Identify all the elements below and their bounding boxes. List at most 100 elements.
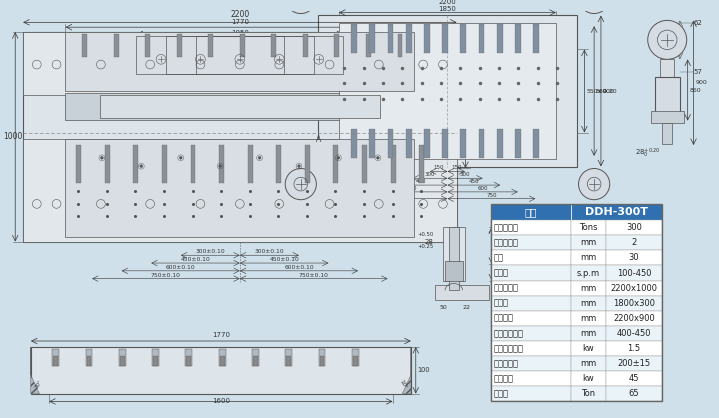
Bar <box>119 349 126 366</box>
Bar <box>654 77 680 121</box>
Bar <box>240 34 244 57</box>
Bar <box>606 235 662 250</box>
Bar <box>606 280 662 296</box>
Text: 600±0.10: 600±0.10 <box>166 265 196 270</box>
Bar <box>86 349 92 366</box>
Text: 300: 300 <box>425 172 435 177</box>
Bar <box>370 24 375 53</box>
Bar <box>137 36 344 74</box>
Bar <box>491 296 571 311</box>
Text: 能力發生點: 能力發生點 <box>494 238 518 247</box>
Text: mm: mm <box>580 284 596 293</box>
Bar <box>406 24 411 53</box>
Bar <box>162 145 167 183</box>
Text: 2200x1000: 2200x1000 <box>610 284 658 293</box>
Text: 300: 300 <box>462 123 475 129</box>
Bar <box>53 356 58 366</box>
Bar <box>219 349 226 366</box>
Bar <box>651 111 684 123</box>
Bar <box>31 347 411 394</box>
Bar <box>351 129 357 158</box>
Bar <box>248 145 252 183</box>
Text: s.p.m: s.p.m <box>577 268 600 278</box>
Text: 900: 900 <box>695 80 707 85</box>
Circle shape <box>179 156 182 159</box>
Text: 衝程: 衝程 <box>494 253 504 263</box>
Bar <box>449 227 459 291</box>
Text: +0.50: +0.50 <box>417 232 434 237</box>
Bar <box>460 129 466 158</box>
Circle shape <box>219 165 221 168</box>
Bar <box>491 371 571 386</box>
Bar <box>76 145 81 183</box>
Bar <box>177 34 182 57</box>
Text: 400-450: 400-450 <box>617 329 651 338</box>
Text: mm: mm <box>580 253 596 263</box>
Text: 750: 750 <box>233 35 247 41</box>
Text: 100-450: 100-450 <box>617 268 651 278</box>
Text: kw: kw <box>582 344 594 353</box>
Bar <box>86 356 91 366</box>
Bar <box>370 129 375 158</box>
Bar <box>319 356 324 366</box>
Text: 機型: 機型 <box>525 207 537 217</box>
Bar <box>153 356 158 366</box>
Bar <box>366 34 371 57</box>
Bar <box>460 24 466 53</box>
Bar <box>491 311 571 326</box>
Text: 300±0.10: 300±0.10 <box>255 249 284 254</box>
Text: 22: 22 <box>462 305 470 310</box>
Text: 1800x300: 1800x300 <box>613 299 655 308</box>
Bar <box>533 129 539 158</box>
Bar <box>52 349 59 366</box>
Text: Ton: Ton <box>581 390 595 398</box>
Bar <box>286 356 291 366</box>
Bar <box>191 145 196 183</box>
Bar <box>334 34 339 57</box>
Text: 45: 45 <box>629 374 639 383</box>
Text: 工作臺面積: 工作臺面積 <box>494 284 518 293</box>
Bar <box>571 371 606 386</box>
Text: 860: 860 <box>690 87 701 92</box>
Bar <box>105 145 110 183</box>
Bar <box>220 356 224 366</box>
Bar <box>319 15 577 166</box>
Bar <box>352 349 359 366</box>
Bar <box>515 129 521 158</box>
Bar <box>606 341 662 356</box>
Bar <box>606 220 662 235</box>
Bar <box>491 356 571 371</box>
Text: Tons: Tons <box>579 223 597 232</box>
Bar <box>606 311 662 326</box>
Text: 總重量: 總重量 <box>494 390 509 398</box>
Bar <box>445 261 462 280</box>
Bar <box>443 227 464 280</box>
Polygon shape <box>403 347 411 394</box>
Text: 300: 300 <box>626 223 642 232</box>
Bar <box>339 23 556 159</box>
Circle shape <box>579 0 610 13</box>
Bar <box>186 349 192 366</box>
Circle shape <box>258 156 261 159</box>
Circle shape <box>101 156 104 159</box>
Text: 62: 62 <box>694 20 702 26</box>
Text: 滑座面積: 滑座面積 <box>494 314 514 323</box>
Text: 450±0.10: 450±0.10 <box>180 257 211 262</box>
Bar <box>388 129 393 158</box>
Bar <box>186 356 191 366</box>
Text: 900: 900 <box>603 89 615 94</box>
Bar <box>209 34 214 57</box>
Text: 150: 150 <box>451 166 462 171</box>
Bar <box>23 139 457 242</box>
Circle shape <box>579 168 610 200</box>
Polygon shape <box>31 347 40 394</box>
Bar <box>406 129 411 158</box>
Bar <box>388 24 393 53</box>
Bar <box>145 34 150 57</box>
Bar <box>398 34 403 57</box>
Text: 模高調整馬達: 模高調整馬達 <box>494 344 523 353</box>
Bar <box>515 24 521 53</box>
Text: 模高調整行程: 模高調整行程 <box>494 329 523 338</box>
Bar <box>252 349 259 366</box>
Circle shape <box>298 165 301 168</box>
